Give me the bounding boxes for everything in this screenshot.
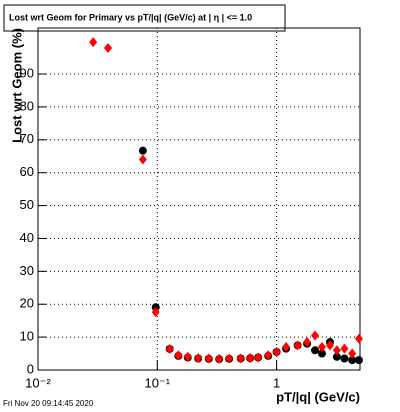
marker: [354, 333, 363, 344]
marker: [348, 348, 357, 359]
marker: [311, 330, 320, 341]
marker: [317, 349, 326, 358]
marker: [340, 343, 349, 354]
marker: [293, 340, 302, 351]
y-tick-label: 0: [27, 361, 34, 376]
marker: [254, 352, 263, 363]
y-tick-label: 40: [20, 230, 34, 245]
marker: [138, 146, 147, 155]
marker: [303, 337, 312, 348]
marker: [165, 343, 174, 354]
y-tick-label: 90: [20, 65, 34, 80]
marker: [151, 307, 160, 318]
marker: [246, 353, 255, 364]
y-tick-label: 60: [20, 164, 34, 179]
marker: [311, 346, 320, 355]
title-box: [3, 4, 286, 32]
y-tick-label: 20: [20, 296, 34, 311]
y-tick-label: 70: [20, 131, 34, 146]
y-tick-label: 10: [20, 329, 34, 344]
marker: [138, 154, 147, 165]
marker: [225, 353, 234, 364]
marker: [194, 353, 203, 364]
y-tick-label: 80: [20, 98, 34, 113]
marker: [236, 353, 245, 364]
y-axis-label: Lost wrt Geom (%): [9, 28, 24, 143]
marker: [89, 37, 98, 48]
marker: [332, 352, 341, 361]
chart-title: Lost wrt Geom for Primary vs pT/|q| (GeV…: [9, 12, 252, 22]
marker: [325, 340, 334, 351]
marker: [317, 341, 326, 352]
y-tick-label: 30: [20, 263, 34, 278]
x-tick-label: 1: [273, 375, 280, 390]
marker: [348, 356, 357, 365]
marker: [354, 356, 363, 365]
marker: [183, 351, 192, 362]
marker: [340, 354, 349, 363]
marker: [264, 350, 273, 361]
marker: [204, 353, 213, 364]
y-tick-label: 50: [20, 197, 34, 212]
footer: Fri Nov 20 09:14:45 2020: [3, 399, 94, 408]
marker: [272, 346, 281, 357]
x-tick-label: 10⁻²: [25, 375, 51, 390]
marker: [282, 341, 291, 352]
x-tick-label: 10⁻¹: [144, 375, 170, 390]
x-axis-label: pT/|q| (GeV/c): [276, 389, 360, 404]
marker: [215, 353, 224, 364]
marker: [332, 345, 341, 356]
marker: [174, 350, 183, 361]
marker: [103, 43, 112, 54]
